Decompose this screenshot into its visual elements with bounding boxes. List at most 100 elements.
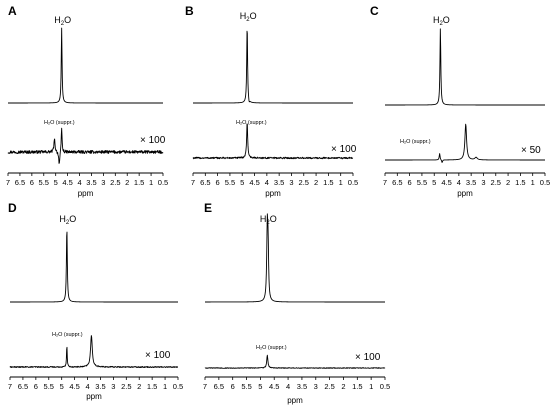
upper-spectrum-line bbox=[204, 213, 386, 303]
x-tick-label: 5.5 bbox=[417, 178, 427, 187]
water-label-o: O bbox=[69, 214, 76, 224]
scale-factor-label: × 50 bbox=[521, 145, 541, 156]
x-tick-label: 6 bbox=[216, 178, 220, 187]
x-tick-label: 3.5 bbox=[86, 178, 96, 187]
scale-factor-label: × 100 bbox=[355, 352, 381, 363]
x-tick-label: 6.5 bbox=[18, 382, 28, 391]
x-tick-label: 7 bbox=[203, 382, 207, 391]
x-tick-label: 2.5 bbox=[110, 178, 120, 187]
x-tick-label: 4.5 bbox=[69, 382, 79, 391]
lower-spectrum-line bbox=[192, 123, 354, 160]
x-tick-label: 1.5 bbox=[147, 382, 157, 391]
x-tick-label: 7 bbox=[191, 178, 195, 187]
x-axis-label: ppm bbox=[78, 189, 94, 198]
x-tick-label: 3.5 bbox=[297, 382, 307, 391]
panel-letter: B bbox=[185, 4, 194, 18]
x-tick-label: 3 bbox=[481, 178, 485, 187]
x-tick-label: 6 bbox=[30, 178, 34, 187]
x-tick-label: 5.5 bbox=[39, 178, 49, 187]
x-tick-label: 6 bbox=[34, 382, 38, 391]
x-tick-label: 1.5 bbox=[515, 178, 525, 187]
x-tick-label: 7 bbox=[383, 178, 387, 187]
x-tick-label: 2 bbox=[314, 178, 318, 187]
upper-spectrum-line bbox=[384, 28, 546, 106]
water-label-h: H bbox=[260, 214, 267, 224]
x-tick-label: 2.5 bbox=[324, 382, 334, 391]
x-tick-label: 1 bbox=[339, 178, 343, 187]
x-tick-label: 5 bbox=[60, 382, 64, 391]
x-tick-label: 5.5 bbox=[241, 382, 251, 391]
water-peak-label: H2O bbox=[433, 15, 450, 27]
x-tick-label: 1 bbox=[149, 178, 153, 187]
x-tick-label: 4.5 bbox=[62, 178, 72, 187]
lower-spectrum-line bbox=[384, 123, 546, 163]
water-label-subscript: 2 bbox=[246, 17, 250, 23]
x-tick-label: 7 bbox=[8, 382, 12, 391]
x-tick-label: 3 bbox=[289, 178, 293, 187]
x-tick-label: 6.5 bbox=[15, 178, 25, 187]
x-tick-label: 4.5 bbox=[269, 382, 279, 391]
water-peak-label: H2O bbox=[240, 11, 257, 23]
x-tick-label: 1 bbox=[531, 178, 535, 187]
x-tick-label: 1.5 bbox=[323, 178, 333, 187]
x-tick-label: 0.5 bbox=[158, 178, 168, 187]
x-tick-label: 4 bbox=[265, 178, 269, 187]
water-label-o: O bbox=[443, 15, 450, 25]
x-tick-label: 5.5 bbox=[44, 382, 54, 391]
x-tick-label: 6.5 bbox=[214, 382, 224, 391]
panel-letter: A bbox=[8, 4, 17, 18]
x-tick-label: 2.5 bbox=[121, 382, 131, 391]
water-label-subscript: 2 bbox=[439, 21, 443, 27]
x-tick-label: 0.5 bbox=[173, 382, 183, 391]
panel-letter: E bbox=[204, 201, 212, 215]
water-peak-label: H2O bbox=[54, 15, 71, 27]
x-tick-label: 1.5 bbox=[352, 382, 362, 391]
water-peak-label: H2O bbox=[59, 214, 76, 226]
x-axis-label: ppm bbox=[86, 392, 102, 401]
water-label-h: H bbox=[54, 15, 61, 25]
x-tick-label: 0.5 bbox=[380, 382, 390, 391]
x-tick-label: 3 bbox=[111, 382, 115, 391]
x-axis-label: ppm bbox=[265, 189, 281, 198]
x-tick-label: 4 bbox=[77, 178, 81, 187]
x-tick-label: 3.5 bbox=[466, 178, 476, 187]
scale-factor-label: × 100 bbox=[331, 144, 357, 155]
x-tick-label: 4 bbox=[286, 382, 290, 391]
water-peak-label: H2O bbox=[260, 214, 277, 226]
suppressed-water-label: H₂O (suppr.) bbox=[400, 139, 431, 145]
upper-spectrum-line bbox=[192, 30, 354, 104]
upper-spectrum-line bbox=[9, 231, 179, 303]
x-tick-label: 5 bbox=[258, 382, 262, 391]
x-tick-label: 1 bbox=[163, 382, 167, 391]
x-tick-label: 3 bbox=[314, 382, 318, 391]
x-tick-label: 2 bbox=[125, 178, 129, 187]
x-tick-label: 5.5 bbox=[225, 178, 235, 187]
x-tick-label: 0.5 bbox=[348, 178, 358, 187]
scale-factor-label: × 100 bbox=[145, 350, 171, 361]
suppressed-water-label: H₂O (suppr.) bbox=[256, 345, 287, 351]
suppressed-water-label: H₂O (suppr.) bbox=[52, 332, 83, 338]
x-axis-label: ppm bbox=[287, 396, 303, 405]
x-tick-label: 2 bbox=[341, 382, 345, 391]
x-tick-label: 1.5 bbox=[134, 178, 144, 187]
water-label-o: O bbox=[270, 214, 277, 224]
x-tick-label: 4.5 bbox=[249, 178, 259, 187]
x-tick-label: 3.5 bbox=[95, 382, 105, 391]
panel-letter: D bbox=[8, 201, 17, 215]
lower-spectrum-line bbox=[7, 127, 164, 164]
water-label-subscript: 2 bbox=[266, 220, 270, 226]
x-tick-label: 2 bbox=[137, 382, 141, 391]
x-tick-label: 5 bbox=[432, 178, 436, 187]
panel-letter: C bbox=[370, 4, 379, 18]
lower-spectrum-line bbox=[204, 354, 386, 369]
x-tick-label: 2 bbox=[506, 178, 510, 187]
water-label-h: H bbox=[433, 15, 440, 25]
water-label-subscript: 2 bbox=[61, 21, 65, 27]
upper-spectrum-line bbox=[7, 27, 164, 104]
water-label-o: O bbox=[250, 11, 257, 21]
